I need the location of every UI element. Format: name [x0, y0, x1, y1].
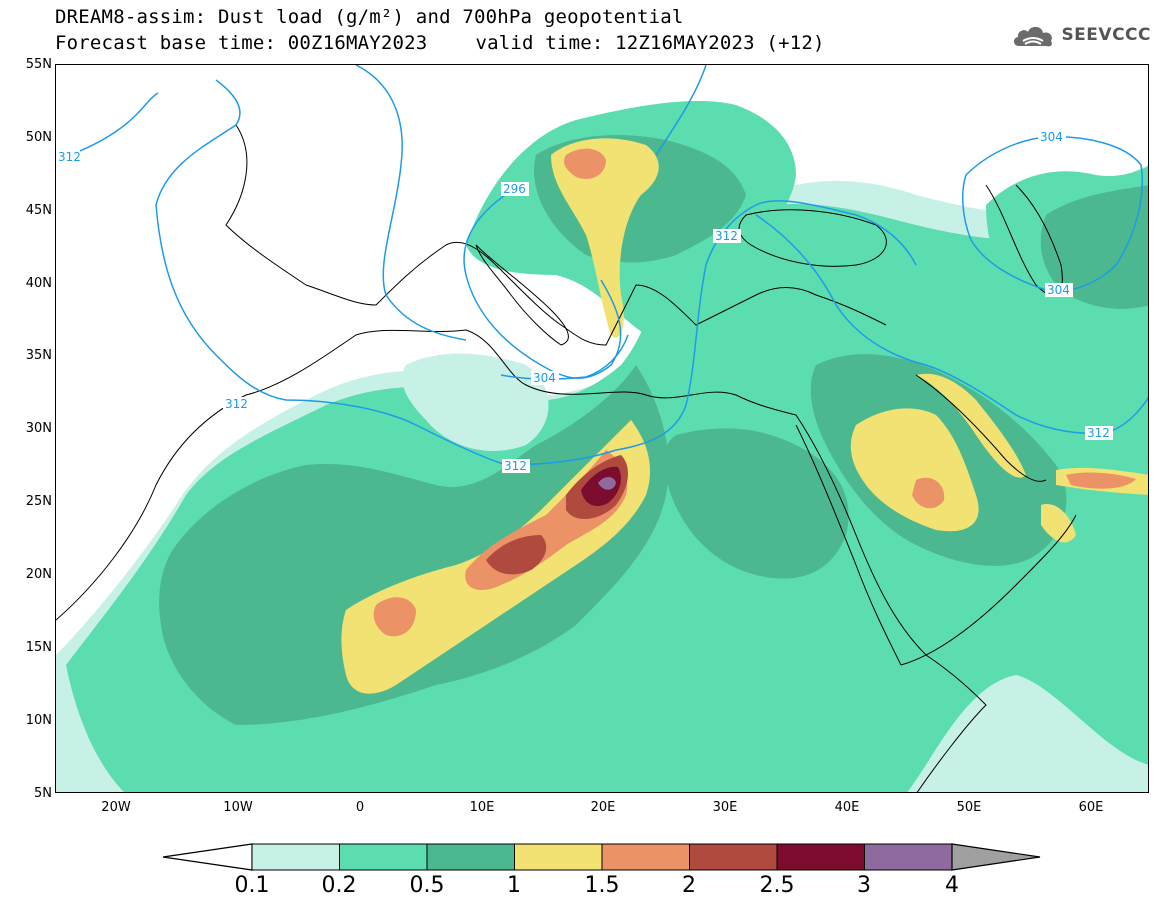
colorbar-swatch	[864, 843, 953, 871]
colorbar-swatch	[339, 843, 428, 871]
dust-contour-1-5-niger	[373, 597, 416, 637]
valid-time: valid time: 12Z16MAY2023 (+12)	[475, 32, 825, 54]
svg-text:312: 312	[58, 150, 81, 164]
dust-contour-1-arabia	[850, 408, 979, 532]
dust-contour-0-5-caspian	[1040, 185, 1148, 309]
colorbar-swatch	[426, 843, 515, 871]
lon-label: 0	[355, 800, 365, 815]
dust-contour-med-light	[402, 353, 549, 451]
svg-text:312: 312	[225, 397, 248, 411]
svg-text:304: 304	[1040, 130, 1063, 144]
dust-contour-3	[598, 477, 616, 490]
dust-contour-1-5-hungary	[564, 148, 606, 180]
lat-label: 10N	[25, 713, 52, 728]
lon-label: 20E	[590, 800, 616, 815]
colorbar-swatch	[514, 843, 603, 871]
dust-contour-1-5-gulf	[1066, 472, 1136, 489]
colorbar-tick-label: 0.2	[321, 873, 357, 898]
svg-text:312: 312	[504, 459, 527, 473]
contour-label: 312	[223, 397, 251, 411]
svg-text:296: 296	[503, 182, 526, 196]
persian-gulf-coastline	[915, 374, 1047, 482]
map-panel: 312 312 296 312 304 304 304 312 312 312	[55, 64, 1149, 793]
lon-label: 20W	[101, 800, 131, 815]
lon-label: 10E	[469, 800, 495, 815]
lat-label: 15N	[25, 640, 52, 655]
map-subtitle: Forecast base time: 00Z16MAY2023 valid ti…	[55, 32, 825, 54]
dust-contour-0-5-sahara	[159, 365, 669, 725]
lon-label: 30E	[712, 800, 738, 815]
dust-contour-1-hungary	[551, 138, 659, 338]
lat-label: 45N	[25, 203, 52, 218]
dust-contour-1-oman	[1041, 504, 1076, 543]
colorbar-swatch	[601, 843, 690, 871]
contour-label: 312	[502, 459, 530, 473]
geopotential-contour	[463, 184, 622, 379]
dust-contour-0-5-egypt	[664, 428, 849, 579]
geopotential-contour	[500, 334, 629, 380]
lat-label: 55N	[25, 57, 52, 72]
contour-label: 312	[713, 229, 741, 243]
contour-label: 312	[1085, 426, 1113, 440]
map-title: DREAM8-assim: Dust load (g/m²) and 700hP…	[55, 6, 684, 28]
lon-label: 60E	[1078, 800, 1104, 815]
geopotential-contour	[355, 65, 467, 341]
svg-text:304: 304	[533, 371, 556, 385]
contour-labels: 312 312 296 312 304 304 304 312 312 312	[56, 130, 1113, 473]
africa-coastline	[56, 329, 987, 792]
europe-coastline	[225, 124, 887, 346]
svg-text:312: 312	[715, 229, 738, 243]
contour-label: 304	[1038, 130, 1066, 144]
colorbar-tick-label: 0.1	[234, 873, 270, 898]
contour-label: 312	[56, 150, 81, 164]
dust-contour-2	[486, 535, 547, 575]
svg-text:304: 304	[1047, 283, 1070, 297]
cloud-icon	[1014, 26, 1053, 47]
colorbar-tick-label: 2.5	[759, 873, 795, 898]
contour-label: 304	[531, 371, 559, 385]
arabia-coastline	[900, 514, 1077, 666]
black-sea-coastline	[738, 209, 887, 267]
geopotential-contour	[155, 79, 617, 466]
lat-label: 30N	[25, 421, 52, 436]
dust-load-layer	[56, 100, 1148, 792]
lon-label: 40E	[834, 800, 860, 815]
colorbar-tick-label: 3	[857, 873, 871, 898]
lat-label: 35N	[25, 348, 52, 363]
dust-contour-1-5-saudi	[912, 477, 945, 509]
colorbar-tick-label: 4	[945, 873, 959, 898]
lat-label: 40N	[25, 276, 52, 291]
lat-label: 50N	[25, 130, 52, 145]
seevccc-logo: SEEVCCC	[1011, 22, 1151, 48]
logo-text: SEEVCCC	[1061, 25, 1151, 45]
coastline-layer	[56, 124, 1077, 792]
colorbar-tick-label: 1	[507, 873, 521, 898]
lat-label: 25N	[25, 494, 52, 509]
colorbar-arrow-right	[951, 843, 1041, 871]
red-sea-coastline	[795, 424, 902, 666]
colorbar-arrow-left	[162, 843, 253, 871]
contour-label: 296	[501, 182, 529, 196]
colorbar-tick-label: 2	[682, 873, 696, 898]
lon-label: 50E	[956, 800, 982, 815]
lat-label: 5N	[34, 786, 52, 801]
colorbar	[162, 843, 1041, 871]
lat-label: 20N	[25, 567, 52, 582]
colorbar-swatch	[689, 843, 778, 871]
lon-label: 10W	[223, 800, 253, 815]
geopotential-contour	[655, 65, 707, 156]
svg-text:312: 312	[1087, 426, 1110, 440]
contour-label: 304	[1045, 283, 1073, 297]
colorbar-swatch	[251, 843, 340, 871]
forecast-base-time: Forecast base time: 00Z16MAY2023	[55, 32, 428, 54]
colorbar-tick-label: 1.5	[584, 873, 620, 898]
geopotential-layer	[56, 65, 1148, 466]
colorbar-tick-label: 0.5	[409, 873, 445, 898]
italy-coastline	[475, 244, 569, 346]
dust-map: 312 312 296 312 304 304 304 312 312 312	[56, 65, 1148, 792]
colorbar-swatch	[776, 843, 865, 871]
